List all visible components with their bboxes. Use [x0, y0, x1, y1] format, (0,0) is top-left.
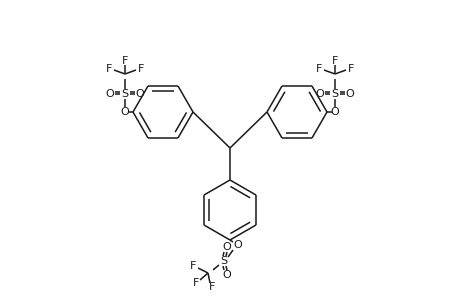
Text: F: F — [106, 64, 112, 74]
Text: F: F — [208, 282, 215, 292]
Text: F: F — [122, 56, 128, 66]
Text: S: S — [331, 89, 338, 99]
Text: O: O — [120, 107, 129, 117]
Text: O: O — [315, 89, 324, 99]
Text: F: F — [138, 64, 144, 74]
Text: S: S — [121, 89, 128, 99]
Text: F: F — [190, 261, 196, 271]
Text: F: F — [315, 64, 321, 74]
Text: S: S — [220, 256, 227, 266]
Text: F: F — [331, 56, 337, 66]
Text: O: O — [222, 270, 231, 280]
Text: O: O — [222, 242, 231, 252]
Text: O: O — [106, 89, 114, 99]
Text: O: O — [330, 107, 339, 117]
Text: O: O — [233, 240, 242, 250]
Text: O: O — [345, 89, 353, 99]
Text: F: F — [192, 278, 199, 288]
Text: F: F — [347, 64, 353, 74]
Text: O: O — [135, 89, 144, 99]
